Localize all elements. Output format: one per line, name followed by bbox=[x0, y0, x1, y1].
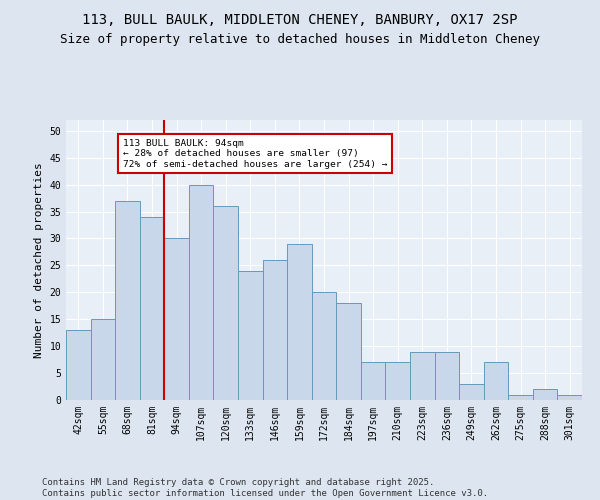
Bar bbox=[238, 271, 263, 400]
Bar bbox=[287, 244, 312, 400]
Bar bbox=[336, 303, 361, 400]
Text: 113 BULL BAULK: 94sqm
← 28% of detached houses are smaller (97)
72% of semi-deta: 113 BULL BAULK: 94sqm ← 28% of detached … bbox=[122, 139, 387, 168]
Bar bbox=[312, 292, 336, 400]
Bar bbox=[385, 362, 410, 400]
Text: Size of property relative to detached houses in Middleton Cheney: Size of property relative to detached ho… bbox=[60, 32, 540, 46]
Bar bbox=[484, 362, 508, 400]
Bar bbox=[508, 394, 533, 400]
Bar bbox=[361, 362, 385, 400]
Bar bbox=[91, 319, 115, 400]
Bar bbox=[410, 352, 434, 400]
Bar bbox=[66, 330, 91, 400]
Bar bbox=[140, 217, 164, 400]
Bar bbox=[533, 389, 557, 400]
Bar bbox=[557, 394, 582, 400]
Bar bbox=[115, 201, 140, 400]
Bar bbox=[214, 206, 238, 400]
Bar bbox=[263, 260, 287, 400]
Text: 113, BULL BAULK, MIDDLETON CHENEY, BANBURY, OX17 2SP: 113, BULL BAULK, MIDDLETON CHENEY, BANBU… bbox=[82, 12, 518, 26]
Bar bbox=[164, 238, 189, 400]
Text: Contains HM Land Registry data © Crown copyright and database right 2025.
Contai: Contains HM Land Registry data © Crown c… bbox=[42, 478, 488, 498]
Bar bbox=[189, 184, 214, 400]
Bar bbox=[459, 384, 484, 400]
Y-axis label: Number of detached properties: Number of detached properties bbox=[34, 162, 44, 358]
Bar bbox=[434, 352, 459, 400]
